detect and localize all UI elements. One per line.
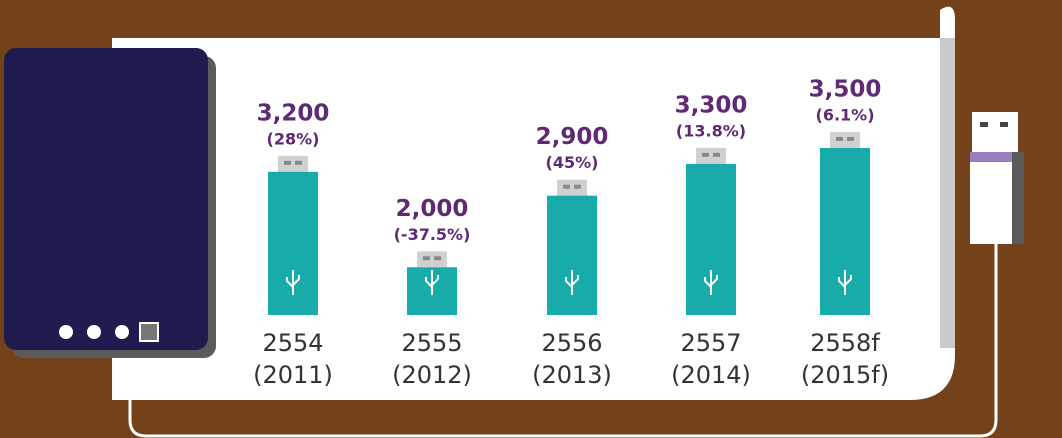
device-dot [87, 325, 101, 339]
usb-pin [563, 184, 570, 189]
x-tick-label: 2555 [401, 329, 462, 357]
usb-cap [557, 179, 587, 196]
x-tick-label: (2013) [532, 361, 612, 389]
annotation: (13.8%) [676, 121, 746, 140]
usb-pin [434, 256, 441, 261]
x-tick-label: (2014) [671, 361, 751, 389]
value-label: 3,300 [675, 92, 748, 118]
usb-icon [425, 270, 439, 295]
usb-cap [830, 131, 860, 148]
device-dot [59, 325, 73, 339]
device-dot [115, 325, 129, 339]
x-tick-label: 2558f [810, 329, 880, 357]
value-label: 2,900 [536, 124, 609, 150]
device [4, 48, 208, 350]
annotation: (45%) [546, 153, 599, 172]
usb-pin [423, 256, 430, 261]
usb-pin [836, 136, 843, 141]
usb-pin [713, 152, 720, 157]
usb-cap [696, 147, 726, 164]
plug-shadow [1012, 152, 1024, 244]
x-tick-label: 2556 [541, 329, 602, 357]
plug-head [972, 112, 1018, 152]
usb-pin [574, 184, 581, 189]
usb-cap [417, 251, 447, 268]
plug-band [970, 152, 1022, 162]
panel [112, 6, 955, 401]
annotation: (6.1%) [816, 105, 875, 124]
device-button [139, 322, 159, 342]
value-label: 2,000 [396, 196, 469, 222]
x-tick-label: (2011) [253, 361, 333, 389]
x-tick-label: 2554 [262, 329, 323, 357]
annotation: (28%) [267, 129, 320, 148]
annotation: (-37.5%) [394, 225, 471, 244]
usb-icon [286, 270, 300, 295]
usb-pin [847, 136, 854, 141]
bar [547, 195, 597, 315]
plug-pin [980, 122, 988, 127]
panel-shadow [940, 38, 955, 348]
usb-cap [278, 155, 308, 172]
usb-pin [702, 152, 709, 157]
value-label: 3,200 [257, 100, 330, 126]
cable [128, 230, 998, 438]
x-tick-label: 2557 [680, 329, 741, 357]
value-label: 3,500 [809, 76, 882, 102]
usb-icon [565, 270, 579, 295]
usb-pin [295, 160, 302, 165]
plug-pin [1000, 122, 1008, 127]
usb-icon [838, 270, 852, 295]
usb-icon [704, 270, 718, 295]
x-tick-label: (2012) [392, 361, 472, 389]
usb-pin [284, 160, 291, 165]
x-tick-label: (2015f) [801, 361, 889, 389]
